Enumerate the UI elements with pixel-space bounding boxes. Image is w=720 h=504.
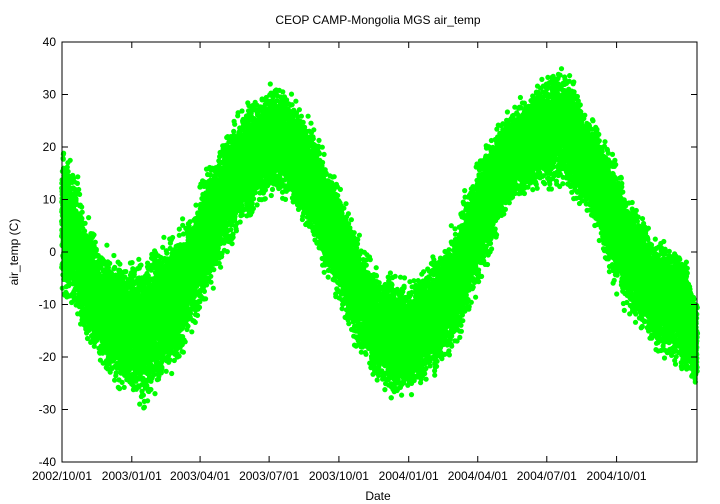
data-point [75, 181, 80, 186]
chart-title: CEOP CAMP-Mongolia MGS air_temp [275, 13, 481, 27]
data-point [141, 393, 146, 398]
data-point [142, 405, 147, 410]
data-point [66, 169, 71, 174]
data-point [104, 243, 109, 248]
data-point [169, 371, 174, 376]
data-point [93, 240, 98, 245]
data-point [164, 251, 169, 256]
data-point [77, 192, 82, 197]
data-point [94, 247, 99, 252]
data-point [79, 216, 84, 221]
data-point [161, 235, 166, 240]
data-point [86, 215, 91, 220]
data-point [152, 391, 157, 396]
data-point [111, 253, 116, 258]
data-point [117, 386, 122, 391]
data-point [114, 370, 119, 375]
data-point [130, 260, 135, 265]
data-point [177, 354, 182, 359]
data-point [107, 261, 112, 266]
data-point [123, 269, 128, 274]
data-point [132, 272, 137, 277]
data-point [170, 235, 175, 240]
data-point [138, 263, 143, 268]
data-point [137, 402, 142, 407]
data-point [82, 228, 87, 233]
data-points [59, 66, 700, 410]
data-point [61, 157, 66, 162]
data-point [117, 262, 122, 267]
data-point [80, 210, 85, 215]
data-point [76, 187, 81, 192]
data-point [120, 380, 125, 385]
data-point [75, 174, 80, 179]
data-point [164, 369, 169, 374]
data-point [167, 357, 172, 362]
data-point [79, 204, 84, 209]
data-point [65, 165, 70, 170]
data-point [145, 398, 150, 403]
data-point [122, 385, 127, 390]
data-point [136, 257, 141, 262]
data-point [148, 387, 153, 392]
data-point [91, 232, 96, 237]
data-point [68, 158, 73, 163]
data-point [83, 221, 88, 226]
